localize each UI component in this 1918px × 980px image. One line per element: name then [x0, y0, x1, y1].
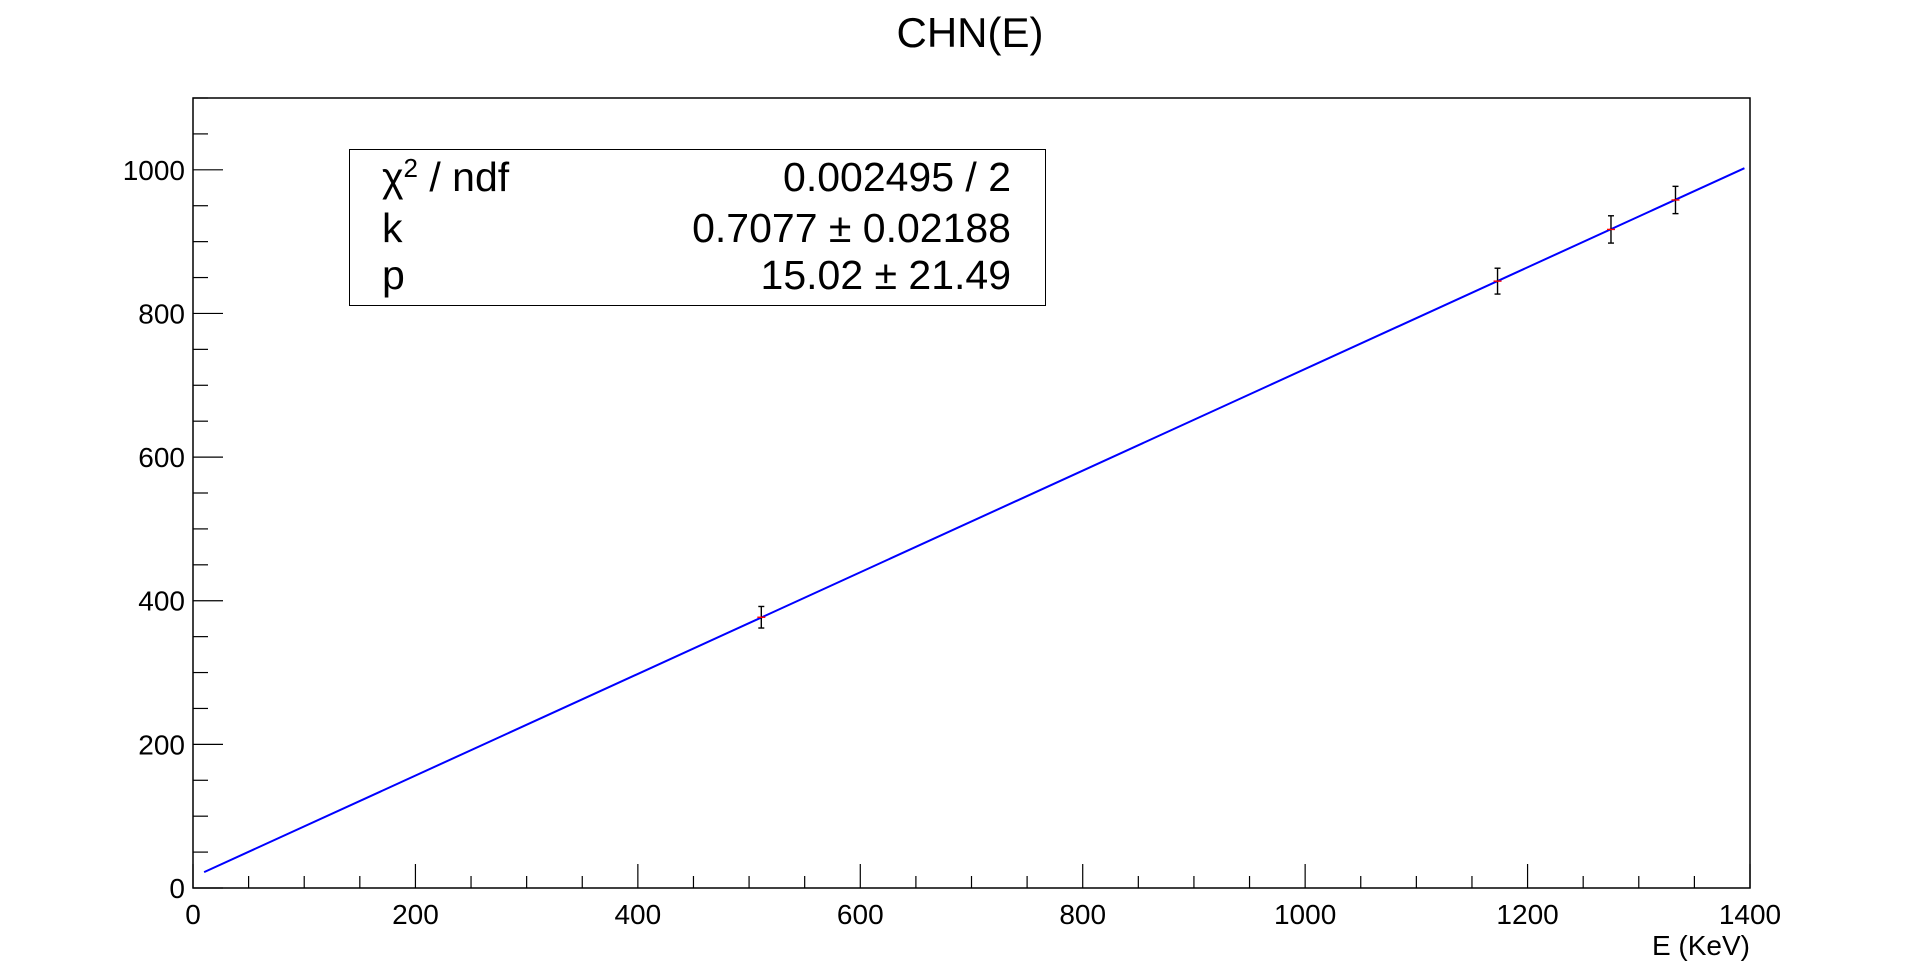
x-tick-label: 1200 [1496, 899, 1558, 930]
x-tick-label: 0 [185, 899, 201, 930]
x-tick-label: 200 [392, 899, 439, 930]
data-point [1493, 267, 1502, 295]
data-point [1671, 185, 1680, 215]
y-tick-label: 800 [138, 298, 185, 329]
x-tick-label: 800 [1059, 899, 1106, 930]
y-tick-label: 400 [138, 586, 185, 617]
x-tick-label: 400 [614, 899, 661, 930]
stats-label-p: p [382, 252, 405, 298]
x-tick-label: 1000 [1274, 899, 1336, 930]
y-tick-label: 200 [138, 729, 185, 760]
x-tick-label: 1400 [1719, 899, 1781, 930]
y-tick-labels: 0 200 400 600 800 1000 [123, 155, 185, 904]
fit-line [203, 167, 1745, 874]
stats-row-chi2: χ2 / ndf 0.002495 / 2 [350, 152, 1045, 202]
y-tick-label: 600 [138, 442, 185, 473]
axis-ticks [192, 97, 1751, 889]
x-tick-label: 600 [837, 899, 884, 930]
chart-title: CHN(E) [897, 9, 1044, 56]
y-tick-label: 0 [169, 873, 185, 904]
data-point [1606, 215, 1615, 244]
stats-value-chi2: 0.002495 / 2 [783, 154, 1011, 200]
x-tick-labels: 0 200 400 600 800 1000 1200 1400 [185, 899, 1781, 930]
x-axis-label: E (KeV) [1652, 930, 1750, 961]
fit-stats-box: χ2 / ndf 0.002495 / 2 k 0.7077 ± 0.02188… [349, 149, 1046, 306]
stats-row-p: p 15.02 ± 21.49 [350, 250, 1045, 300]
fit-line-group [203, 167, 1745, 874]
data-points [757, 185, 1680, 629]
stats-label-k: k [382, 205, 403, 251]
y-tick-label: 1000 [123, 155, 185, 186]
stats-value-p: 15.02 ± 21.49 [760, 252, 1011, 298]
stats-label-chi2: χ2 / ndf [382, 153, 510, 200]
stats-row-k: k 0.7077 ± 0.02188 [350, 203, 1045, 253]
data-point [757, 605, 766, 629]
stats-value-k: 0.7077 ± 0.02188 [692, 205, 1011, 251]
